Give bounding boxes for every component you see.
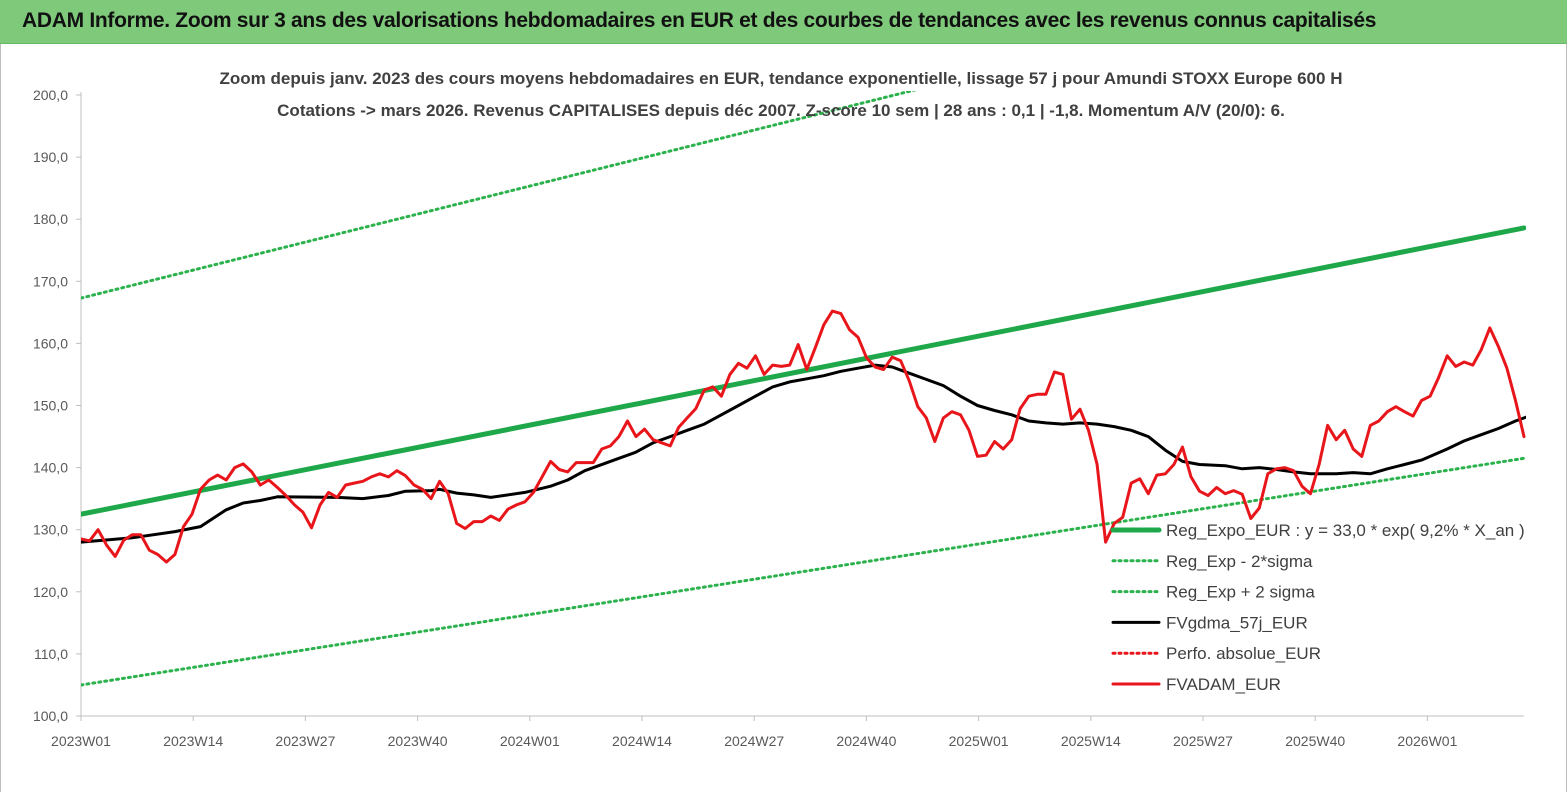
title-banner: ADAM Informe. Zoom sur 3 ans des valoris… [0,0,1567,44]
y-tick-label: 190,0 [33,149,68,165]
legend-label: Perfo. absolue_EUR [1166,644,1321,663]
legend-label: FVADAM_EUR [1166,675,1281,694]
legend-label: Reg_Exp - 2*sigma [1166,552,1313,571]
legend: Reg_Expo_EUR : y = 33,0 * exp( 9,2% * X_… [1110,521,1525,694]
x-tick-label: 2025W40 [1285,733,1345,749]
series-line-0 [81,225,1526,517]
y-tick-label: 130,0 [33,522,68,538]
x-tick-label: 2024W27 [724,733,784,749]
x-tick-label: 2023W14 [163,733,223,749]
chart-subtitle: Cotations -> mars 2026. Revenus CAPITALI… [277,101,1285,120]
x-tick-label: 2024W14 [612,733,672,749]
x-tick-label: 2025W14 [1061,733,1121,749]
x-tick-label: 2026W01 [1397,733,1457,749]
x-tick-label: 2023W27 [275,733,335,749]
y-tick-label: 160,0 [33,335,68,351]
x-tick-label: 2023W40 [388,733,448,749]
y-tick-label: 140,0 [33,460,68,476]
y-tick-label: 120,0 [33,584,68,600]
x-tick-label: 2023W01 [51,733,111,749]
legend-label: Reg_Expo_EUR : y = 33,0 * exp( 9,2% * X_… [1166,521,1525,540]
legend-label: Reg_Exp + 2 sigma [1166,583,1315,602]
x-tick-label: 2025W27 [1173,733,1233,749]
x-tick-label: 2024W01 [500,733,560,749]
series-line-2 [81,91,917,300]
chart-svg: 100,0 110,0 120,0 130,0 140,0 150,0 160,0 170,0… [33,69,1526,749]
chart-frame: 100,0 110,0 120,0 130,0 140,0 150,0 160,0 170,0… [0,44,1567,792]
chart-title: Zoom depuis janv. 2023 des cours moyens … [220,69,1343,88]
y-tick-label: 110,0 [34,646,68,662]
y-tick-label: 150,0 [33,398,68,414]
banner-title: ADAM Informe. Zoom sur 3 ans des valoris… [22,9,1377,32]
legend-label: FVgdma_57j_EUR [1166,613,1308,632]
x-tick-label: 2024W40 [836,733,896,749]
y-tick-label: 180,0 [33,211,68,227]
y-tick-label: 200,0 [33,87,68,103]
series-line-5 [81,309,1526,564]
x-tick-label: 2025W01 [949,733,1009,749]
series-line-1 [81,456,1526,687]
y-tick-label: 100,0 [33,708,68,724]
y-tick-label: 170,0 [33,273,68,289]
series-line-3 [81,363,1526,544]
axes-layer: 100,0 110,0 120,0 130,0 140,0 150,0 160,0 170,0… [33,87,1524,749]
series-layer [81,91,1526,687]
